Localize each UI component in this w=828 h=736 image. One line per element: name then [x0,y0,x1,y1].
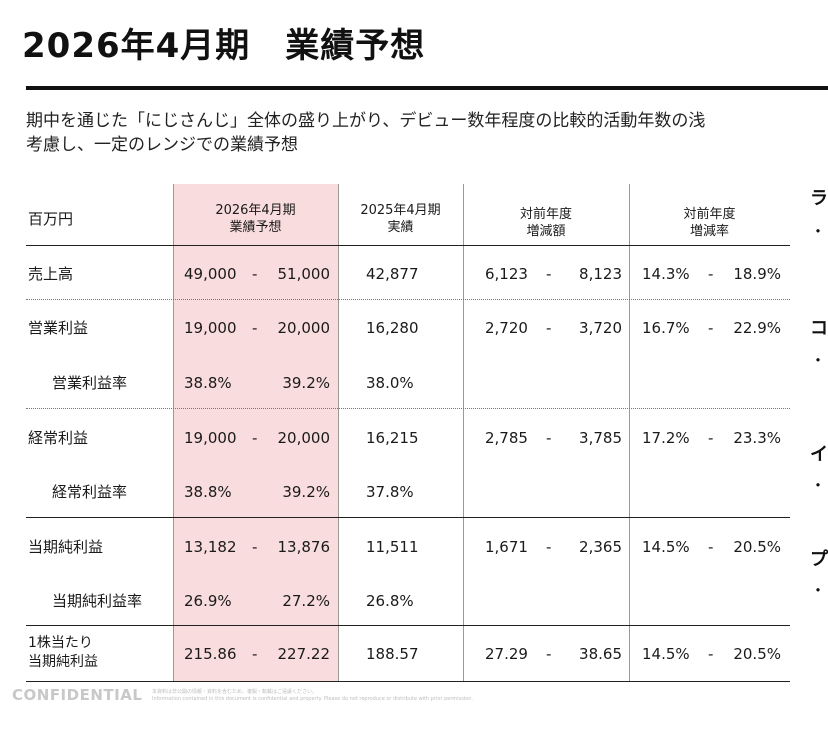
row-divider [26,681,790,682]
forecast-low: 49,000 [184,265,237,283]
yoy-rate-low: 14.5% [642,645,690,663]
yoy-amount-high: 8,123 [579,265,622,283]
page-title: 2026年4月期 業績予想 [22,26,426,66]
forecast-high: 39.2% [282,483,330,501]
yoy-amount-high: 3,785 [579,429,622,447]
row-label-operating-margin: 営業利益率 [52,374,128,392]
column-divider [463,184,464,682]
forecast-high: 39.2% [282,374,330,392]
yoy-rate-low: 17.2% [642,429,690,447]
yoy-rate-sep: - [708,265,714,283]
yoy-amount-sep: - [546,319,552,337]
yoy-rate-header: 対前年度 増減率 [683,207,736,239]
forecast-table: 百万円 2026年4月期 業績予想 2025年4月期 実績 対前年度 増減額 対… [26,184,790,682]
row-label-eps: 1株当たり 当期純利益 [28,635,98,670]
row-label-ordinary-margin: 経常利益率 [52,483,128,501]
column-divider [338,184,339,682]
yoy-rate-high: 23.3% [733,429,781,447]
description: 期中を通じた「にじさんじ」全体の盛り上がり、デビュー数年程度の比較的活動年数の浅… [26,109,828,157]
confidential-label: CONFIDENTIAL [12,686,143,704]
forecast-low: 19,000 [184,429,237,447]
forecast-sep: - [252,538,258,556]
yoy-rate-low: 14.3% [642,265,690,283]
yoy-amount-high: 2,365 [579,538,622,556]
forecast-low: 38.8% [184,483,232,501]
forecast-sep: - [252,429,258,447]
forecast-low: 215.86 [184,645,237,663]
actual-value: 42,877 [366,265,419,283]
row-label-sales: 売上高 [28,265,74,283]
actual-value: 38.0% [366,374,414,392]
forecast-high: 27.2% [282,592,330,610]
yoy-amount-low: 6,123 [485,265,528,283]
yoy-rate-high: 18.9% [733,265,781,283]
forecast-low: 38.8% [184,374,232,392]
yoy-rate-sep: - [708,538,714,556]
forecast-high: 20,000 [277,319,331,337]
unit-header: 百万円 [28,210,74,228]
row-divider [26,245,790,246]
actual-value: 11,511 [366,538,419,556]
forecast-high: 227.22 [277,645,331,663]
yoy-amount-low: 27.29 [485,645,528,663]
actual-value: 16,280 [366,319,419,337]
column-divider [629,184,630,682]
yoy-amount-sep: - [546,265,552,283]
bullet-icon: ・ [810,222,827,241]
yoy-rate-sep: - [708,429,714,447]
forecast-header: 2026年4月期 業績予想 [215,203,296,235]
yoy-rate-high: 22.9% [733,319,781,337]
title-underline [26,86,828,90]
yoy-amount-high: 3,720 [579,319,622,337]
column-divider [173,184,174,682]
forecast-high: 51,000 [277,265,331,283]
yoy-rate-low: 14.5% [642,538,690,556]
description-line-2: 考慮し、一定のレンジでの業績予想 [26,135,298,155]
yoy-amount-header: 対前年度 増減額 [519,207,572,239]
yoy-amount-sep: - [546,645,552,663]
row-divider [26,625,790,626]
yoy-amount-sep: - [546,429,552,447]
actual-value: 26.8% [366,592,414,610]
row-label-net-income: 当期純利益 [28,538,104,556]
forecast-column-highlight [173,184,338,682]
yoy-amount-low: 1,671 [485,538,528,556]
forecast-sep: - [252,645,258,663]
yoy-rate-high: 20.5% [733,645,781,663]
forecast-sep: - [252,319,258,337]
right-heading-fragment: ラ [810,188,828,209]
actual-value: 188.57 [366,645,419,663]
forecast-low: 13,182 [184,538,237,556]
yoy-rate-sep: - [708,645,714,663]
yoy-rate-high: 20.5% [733,538,781,556]
forecast-sep: - [252,265,258,283]
yoy-amount-high: 38.65 [579,645,622,663]
confidential-note: 本資料は非公開の情報・資料を含むため、複製・転載はご遠慮ください。 Inform… [152,689,474,702]
right-heading-fragment: コ [810,318,828,339]
forecast-high: 13,876 [277,538,331,556]
row-label-operating-income: 営業利益 [28,319,89,337]
bullet-icon: ・ [810,351,827,370]
yoy-amount-low: 2,785 [485,429,528,447]
forecast-low: 26.9% [184,592,232,610]
row-label-net-margin: 当期純利益率 [52,592,143,610]
bullet-icon: ・ [810,581,827,600]
row-divider [26,408,790,409]
yoy-amount-sep: - [546,538,552,556]
row-label-ordinary-income: 経常利益 [28,429,89,447]
actual-value: 16,215 [366,429,419,447]
row-divider [26,299,790,300]
yoy-rate-sep: - [708,319,714,337]
forecast-low: 19,000 [184,319,237,337]
right-heading-fragment: プ [810,549,828,570]
yoy-rate-low: 16.7% [642,319,690,337]
yoy-amount-low: 2,720 [485,319,528,337]
actual-value: 37.8% [366,483,414,501]
actual-header: 2025年4月期 実績 [360,203,441,235]
forecast-high: 20,000 [277,429,331,447]
row-divider [26,517,790,518]
description-line-1: 期中を通じた「にじさんじ」全体の盛り上がり、デビュー数年程度の比較的活動年数の浅 [26,111,706,131]
bullet-icon: ・ [810,476,827,495]
right-heading-fragment: イ [810,444,828,465]
